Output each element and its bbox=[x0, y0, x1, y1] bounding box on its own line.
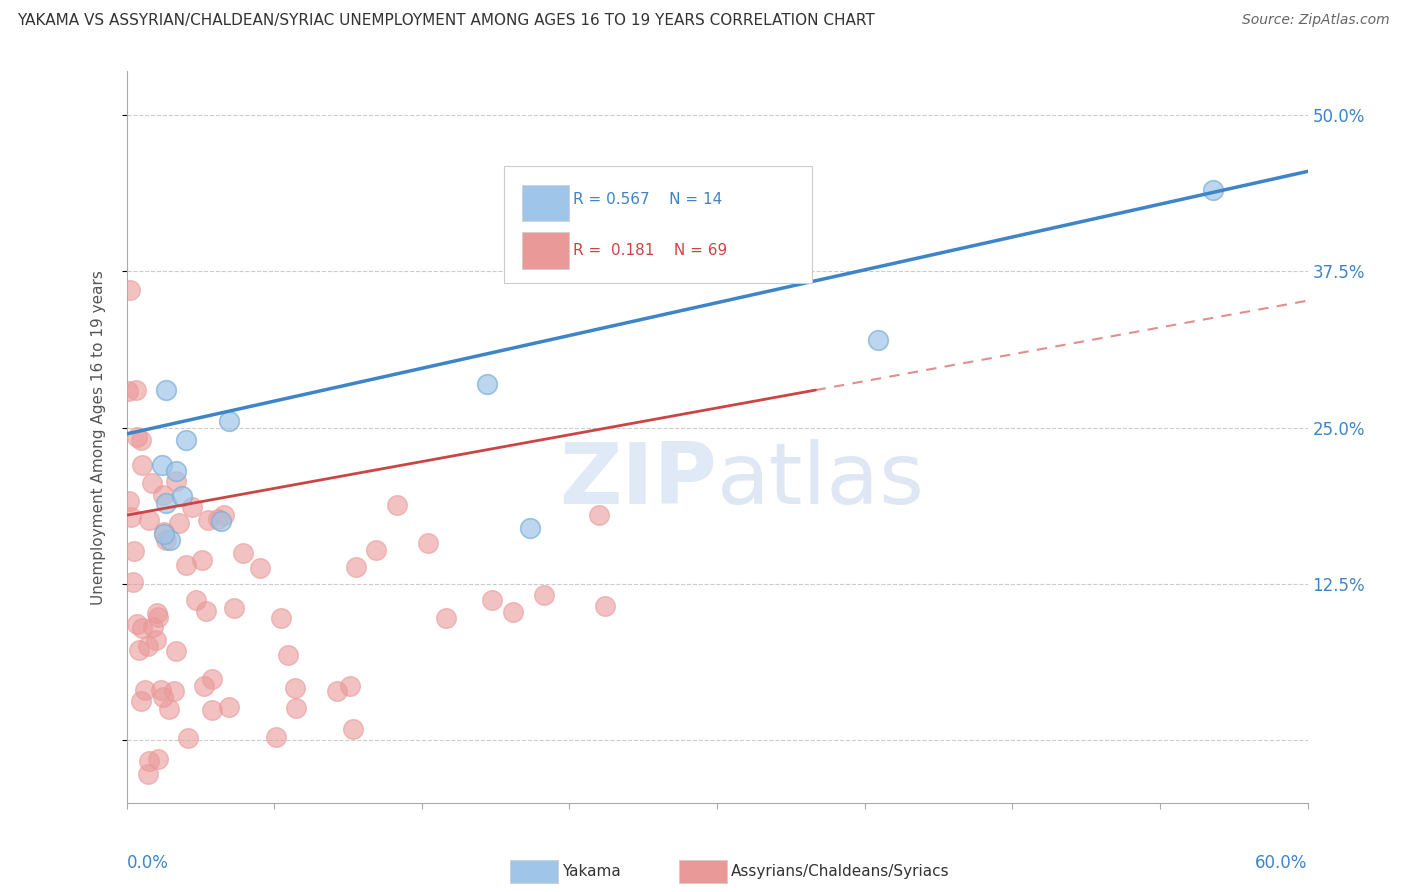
FancyBboxPatch shape bbox=[505, 167, 811, 284]
Point bbox=[270, 611, 292, 625]
Point bbox=[264, 731, 287, 745]
Point bbox=[153, 527, 176, 541]
Point bbox=[124, 543, 146, 558]
Point bbox=[344, 559, 367, 574]
Point bbox=[502, 605, 524, 619]
Point bbox=[174, 434, 197, 448]
Point bbox=[232, 546, 254, 560]
Point bbox=[129, 694, 152, 708]
Point bbox=[163, 684, 186, 698]
Point bbox=[146, 607, 169, 621]
Point bbox=[138, 754, 160, 768]
Point bbox=[142, 620, 165, 634]
Point bbox=[134, 682, 156, 697]
Point bbox=[127, 429, 149, 443]
FancyBboxPatch shape bbox=[522, 185, 569, 221]
Text: YAKAMA VS ASSYRIAN/CHALDEAN/SYRIAC UNEMPLOYMENT AMONG AGES 16 TO 19 YEARS CORREL: YAKAMA VS ASSYRIAN/CHALDEAN/SYRIAC UNEMP… bbox=[17, 13, 875, 29]
Point bbox=[138, 640, 160, 654]
Point bbox=[118, 493, 141, 508]
Point bbox=[131, 458, 153, 473]
Point bbox=[190, 553, 212, 567]
Point bbox=[519, 521, 541, 535]
Point bbox=[174, 558, 197, 573]
Text: Assyrians/Chaldeans/Syriacs: Assyrians/Chaldeans/Syriacs bbox=[731, 864, 949, 879]
Point bbox=[145, 633, 167, 648]
Point bbox=[224, 600, 246, 615]
Point bbox=[122, 574, 145, 589]
Point bbox=[177, 731, 200, 745]
Point bbox=[141, 475, 163, 490]
Text: R = 0.567    N = 14: R = 0.567 N = 14 bbox=[574, 192, 723, 207]
Point bbox=[387, 498, 409, 512]
Point bbox=[434, 611, 457, 625]
Point bbox=[152, 690, 174, 704]
Point bbox=[131, 622, 153, 636]
Point bbox=[193, 679, 215, 693]
Point bbox=[159, 533, 181, 548]
Point bbox=[125, 383, 148, 397]
Point bbox=[149, 682, 172, 697]
Text: Yakama: Yakama bbox=[562, 864, 621, 879]
Text: Source: ZipAtlas.com: Source: ZipAtlas.com bbox=[1241, 13, 1389, 28]
Point bbox=[285, 701, 308, 715]
Point bbox=[593, 599, 616, 613]
Point bbox=[170, 490, 193, 504]
Point bbox=[209, 515, 232, 529]
Point bbox=[364, 543, 387, 558]
Point bbox=[1202, 183, 1225, 197]
Point bbox=[157, 702, 180, 716]
Point bbox=[184, 593, 207, 607]
Point bbox=[212, 508, 235, 523]
Point bbox=[218, 414, 240, 428]
Point bbox=[207, 512, 229, 526]
Point bbox=[481, 592, 503, 607]
Point bbox=[155, 533, 177, 548]
Text: 0.0%: 0.0% bbox=[127, 854, 169, 872]
Point bbox=[195, 604, 218, 618]
Point bbox=[150, 458, 173, 473]
Point bbox=[155, 383, 177, 397]
Point bbox=[249, 561, 271, 575]
Point bbox=[339, 679, 361, 693]
Point bbox=[283, 681, 305, 696]
Point bbox=[152, 488, 174, 502]
Text: ZIP: ZIP bbox=[560, 440, 717, 523]
Point bbox=[155, 496, 177, 510]
Point bbox=[138, 513, 160, 527]
Point bbox=[167, 516, 190, 530]
Point bbox=[201, 673, 224, 687]
Point bbox=[131, 433, 153, 447]
Point bbox=[475, 376, 498, 391]
Point bbox=[533, 588, 555, 602]
Point bbox=[120, 509, 142, 524]
Point bbox=[588, 508, 610, 523]
Point bbox=[127, 617, 149, 632]
Point bbox=[128, 643, 150, 657]
FancyBboxPatch shape bbox=[522, 232, 569, 268]
Point bbox=[277, 648, 299, 662]
Point bbox=[165, 474, 187, 488]
Point bbox=[416, 536, 439, 550]
Point bbox=[218, 699, 240, 714]
Point bbox=[197, 513, 219, 527]
Y-axis label: Unemployment Among Ages 16 to 19 years: Unemployment Among Ages 16 to 19 years bbox=[91, 269, 105, 605]
Point bbox=[868, 333, 890, 347]
Point bbox=[117, 384, 139, 398]
Point bbox=[146, 610, 169, 624]
Point bbox=[342, 722, 364, 736]
Text: R =  0.181    N = 69: R = 0.181 N = 69 bbox=[574, 243, 727, 258]
Point bbox=[181, 500, 204, 515]
Point bbox=[120, 283, 142, 297]
Point bbox=[201, 703, 224, 717]
Point bbox=[146, 752, 169, 766]
Text: atlas: atlas bbox=[717, 440, 925, 523]
Point bbox=[136, 767, 159, 781]
Point bbox=[165, 644, 187, 658]
Point bbox=[153, 524, 176, 539]
Point bbox=[165, 465, 187, 479]
Point bbox=[326, 683, 349, 698]
Text: 60.0%: 60.0% bbox=[1256, 854, 1308, 872]
